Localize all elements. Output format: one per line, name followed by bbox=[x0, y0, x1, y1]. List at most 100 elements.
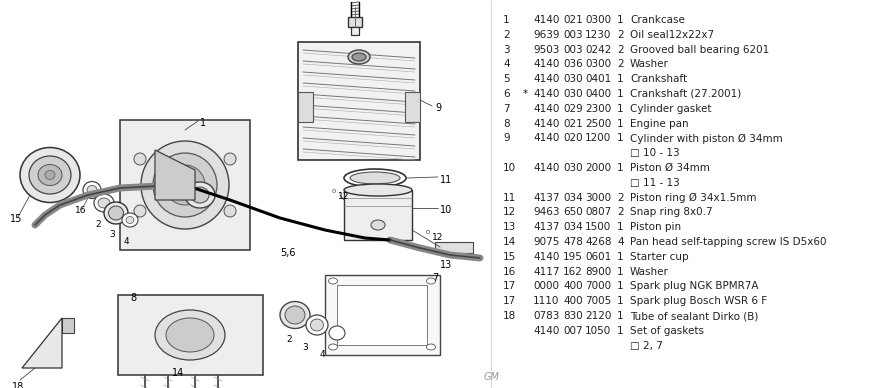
Text: 5: 5 bbox=[503, 74, 510, 84]
Text: 0783: 0783 bbox=[533, 311, 560, 321]
Text: 020: 020 bbox=[563, 133, 583, 144]
Text: Cylinder with piston Ø 34mm: Cylinder with piston Ø 34mm bbox=[630, 133, 783, 144]
Text: 7: 7 bbox=[432, 273, 438, 283]
Bar bbox=[118, 295, 263, 375]
Text: Spark plug NGK BPMR7A: Spark plug NGK BPMR7A bbox=[630, 281, 758, 291]
Text: 2: 2 bbox=[286, 335, 291, 344]
Text: 0601: 0601 bbox=[585, 252, 611, 262]
Text: 8: 8 bbox=[130, 293, 136, 303]
Text: Tube of sealant Dirko (B): Tube of sealant Dirko (B) bbox=[630, 311, 758, 321]
Text: Set of gaskets: Set of gaskets bbox=[630, 326, 704, 336]
Bar bbox=[325, 275, 440, 355]
Text: 4137: 4137 bbox=[533, 192, 560, 203]
Ellipse shape bbox=[306, 315, 328, 335]
Ellipse shape bbox=[122, 213, 138, 227]
Text: 9639: 9639 bbox=[533, 30, 560, 40]
Ellipse shape bbox=[94, 194, 114, 212]
Ellipse shape bbox=[185, 182, 215, 208]
Text: 2300: 2300 bbox=[585, 104, 611, 114]
Text: 16: 16 bbox=[75, 206, 86, 215]
Text: 007: 007 bbox=[563, 326, 583, 336]
Text: 6: 6 bbox=[503, 89, 510, 99]
Text: 4140: 4140 bbox=[533, 252, 560, 262]
Text: 1110: 1110 bbox=[533, 296, 560, 306]
Text: 034: 034 bbox=[563, 222, 583, 232]
Text: 18: 18 bbox=[12, 382, 24, 388]
Text: 3: 3 bbox=[302, 343, 307, 352]
Ellipse shape bbox=[104, 202, 128, 224]
Text: 036: 036 bbox=[563, 59, 583, 69]
Text: 1: 1 bbox=[617, 326, 624, 336]
Text: Crankcase: Crankcase bbox=[630, 15, 685, 25]
Text: 12: 12 bbox=[338, 192, 349, 201]
Text: 15: 15 bbox=[503, 252, 516, 262]
Text: 9075: 9075 bbox=[533, 237, 560, 247]
Text: 2: 2 bbox=[617, 208, 624, 217]
Text: 1050: 1050 bbox=[585, 326, 611, 336]
Text: 030: 030 bbox=[563, 163, 583, 173]
Text: 0000: 0000 bbox=[533, 281, 559, 291]
Text: 4140: 4140 bbox=[533, 133, 560, 144]
Bar bbox=[348, 17, 362, 27]
Text: 2: 2 bbox=[503, 30, 510, 40]
Text: 4140: 4140 bbox=[533, 15, 560, 25]
Text: 0401: 0401 bbox=[585, 74, 611, 84]
Text: 021: 021 bbox=[563, 15, 583, 25]
Text: 4140: 4140 bbox=[533, 119, 560, 128]
Text: 9: 9 bbox=[435, 103, 441, 113]
Text: 1: 1 bbox=[617, 74, 624, 84]
Polygon shape bbox=[22, 318, 62, 368]
Ellipse shape bbox=[126, 217, 134, 223]
Text: 17: 17 bbox=[503, 281, 516, 291]
Polygon shape bbox=[155, 150, 195, 200]
Text: 15: 15 bbox=[10, 214, 22, 224]
Text: 16: 16 bbox=[503, 267, 516, 277]
Text: □ 10 - 13: □ 10 - 13 bbox=[630, 148, 680, 158]
Ellipse shape bbox=[109, 206, 124, 220]
Ellipse shape bbox=[427, 278, 436, 284]
Text: Piston pin: Piston pin bbox=[630, 222, 681, 232]
Text: 13: 13 bbox=[440, 260, 453, 270]
Text: 2: 2 bbox=[95, 220, 101, 229]
Text: 7005: 7005 bbox=[585, 296, 611, 306]
Text: 2: 2 bbox=[617, 59, 624, 69]
Text: 1: 1 bbox=[503, 15, 510, 25]
Text: 1: 1 bbox=[617, 296, 624, 306]
Ellipse shape bbox=[134, 153, 146, 165]
Text: 4117: 4117 bbox=[533, 267, 560, 277]
Text: Pan head self-tapping screw IS D5x60: Pan head self-tapping screw IS D5x60 bbox=[630, 237, 827, 247]
Ellipse shape bbox=[344, 169, 406, 187]
Bar bbox=[435, 242, 473, 253]
Text: 9503: 9503 bbox=[533, 45, 560, 55]
Ellipse shape bbox=[191, 187, 209, 203]
Text: 400: 400 bbox=[563, 281, 583, 291]
Text: 1: 1 bbox=[617, 311, 624, 321]
Text: 4268: 4268 bbox=[585, 237, 611, 247]
Text: 4140: 4140 bbox=[533, 74, 560, 84]
Text: Oil seal12x22x7: Oil seal12x22x7 bbox=[630, 30, 714, 40]
Text: 4140: 4140 bbox=[533, 89, 560, 99]
Text: 4: 4 bbox=[320, 350, 325, 359]
Ellipse shape bbox=[165, 165, 205, 205]
Text: 0300: 0300 bbox=[585, 59, 611, 69]
Text: 0242: 0242 bbox=[585, 45, 611, 55]
Text: 003: 003 bbox=[563, 45, 583, 55]
Text: 8: 8 bbox=[503, 119, 510, 128]
Text: 11: 11 bbox=[503, 192, 516, 203]
Ellipse shape bbox=[224, 153, 236, 165]
Text: Cylinder gasket: Cylinder gasket bbox=[630, 104, 712, 114]
Text: 1: 1 bbox=[617, 89, 624, 99]
Text: Spark plug Bosch WSR 6 F: Spark plug Bosch WSR 6 F bbox=[630, 296, 767, 306]
Bar bbox=[351, 27, 359, 35]
Ellipse shape bbox=[20, 147, 80, 203]
Text: 003: 003 bbox=[563, 30, 583, 40]
Text: 4140: 4140 bbox=[533, 163, 560, 173]
Text: 2: 2 bbox=[617, 45, 624, 55]
Text: 1200: 1200 bbox=[585, 133, 611, 144]
Text: □ 11 - 13: □ 11 - 13 bbox=[630, 178, 680, 188]
Text: 2000: 2000 bbox=[585, 163, 611, 173]
Text: 2120: 2120 bbox=[585, 311, 611, 321]
Text: 1: 1 bbox=[617, 104, 624, 114]
Text: 400: 400 bbox=[563, 296, 583, 306]
Bar bbox=[298, 92, 313, 122]
